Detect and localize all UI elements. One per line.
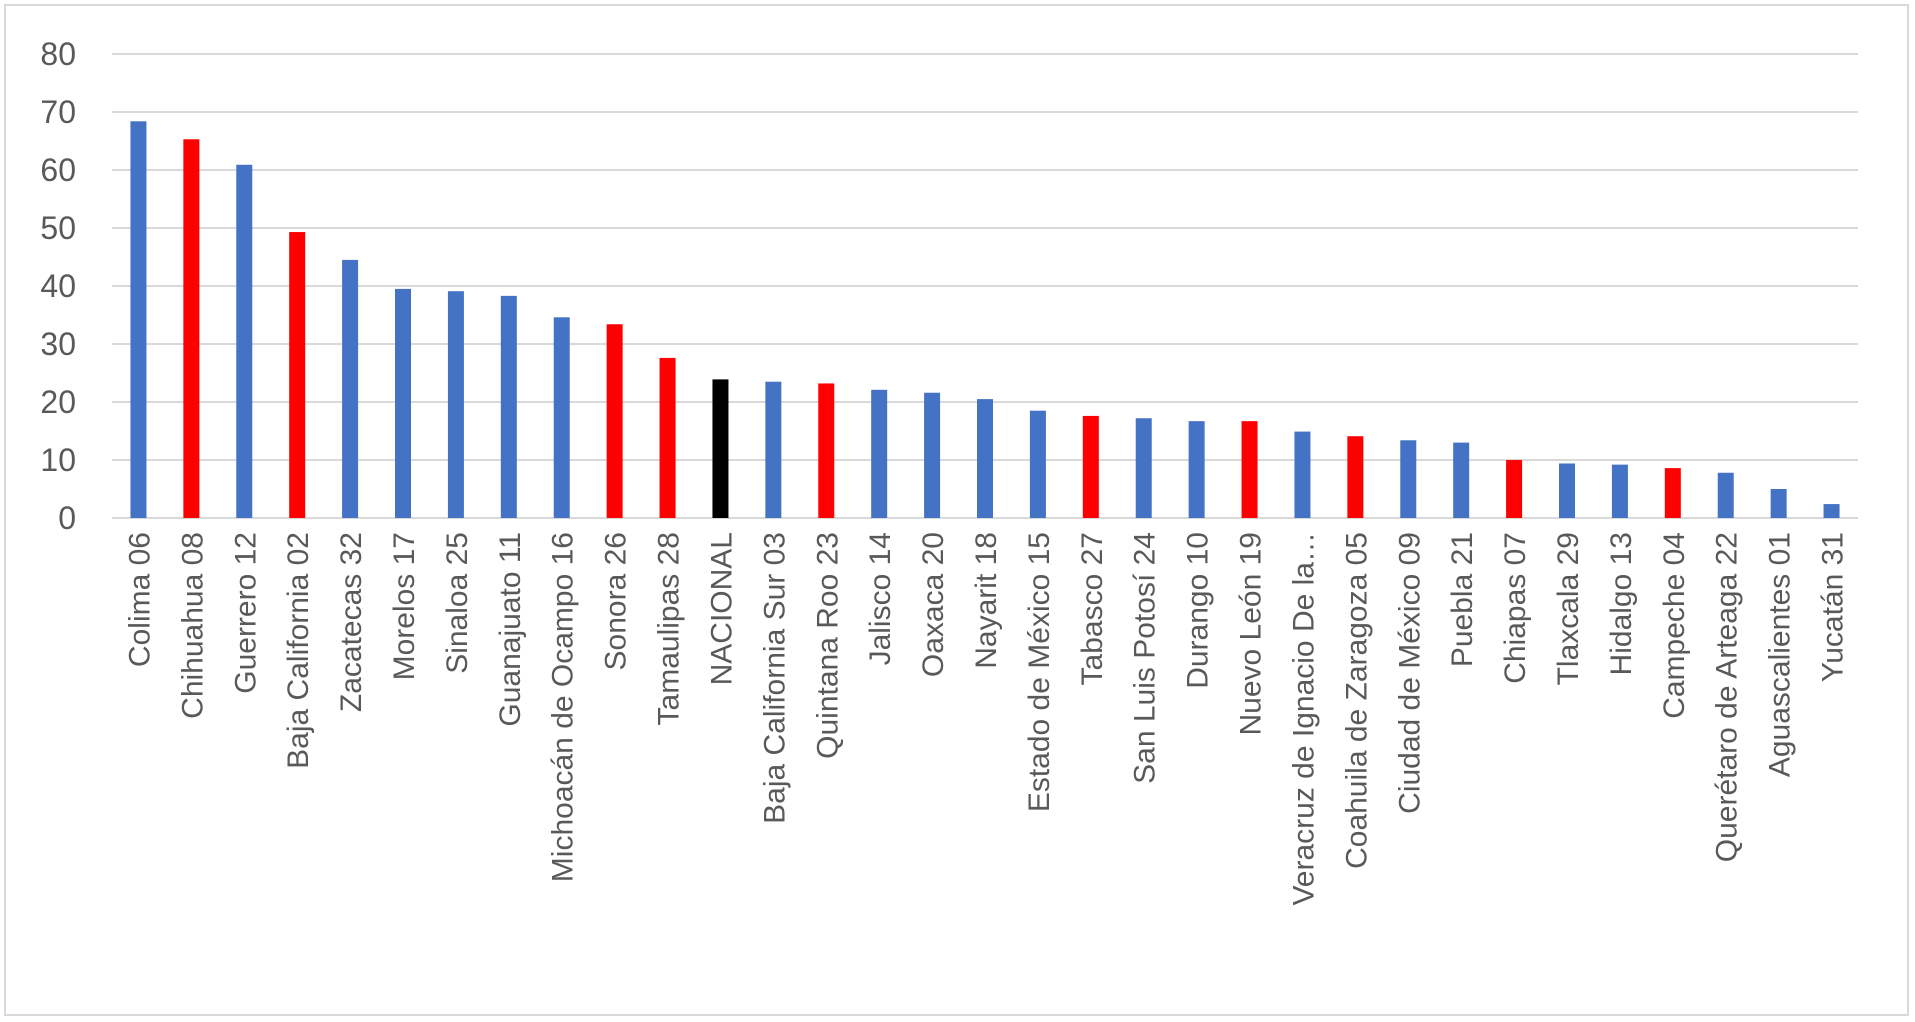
x-category-label: Chiapas 07: [1499, 532, 1532, 684]
bar: [1717, 472, 1734, 518]
x-category-label: Yucatán 31: [1817, 532, 1850, 682]
x-category-label: Baja California 02: [282, 532, 315, 769]
y-tick-label: 40: [40, 268, 76, 304]
bar: [500, 295, 517, 518]
y-tick-label: 70: [40, 94, 76, 130]
bar: [289, 232, 306, 518]
x-category-label: Tlaxcala 29: [1552, 532, 1585, 685]
y-axis-tick-labels: 0 10 20 30 40 50 60 70 80: [40, 36, 76, 536]
bar: [1823, 504, 1840, 518]
x-category-label: Guanajuato 11: [494, 532, 527, 727]
bars: [130, 121, 1840, 518]
x-axis-category-labels: Colima 06 Chihuahua 08 Guerrero 12 Baja Cal…: [123, 532, 1849, 906]
bar: [395, 288, 411, 518]
bar: [1135, 418, 1152, 518]
x-category-label: NACIONAL: [705, 532, 738, 685]
x-category-label: Puebla 21: [1446, 532, 1479, 667]
bar: [818, 383, 835, 518]
x-category-label: Michoacán de Ocampo 16: [547, 532, 580, 882]
bar: [447, 291, 464, 518]
x-category-label: Guerrero 12: [229, 532, 262, 694]
x-category-label: Querétaro de Arteaga 22: [1711, 532, 1744, 862]
bar: [1506, 460, 1523, 518]
x-category-label: Tamaulipas 28: [653, 532, 686, 725]
x-category-label: Tabasco 27: [1076, 532, 1109, 685]
bar: [606, 324, 623, 518]
x-category-label: Hidalgo 13: [1605, 532, 1638, 675]
bar: [977, 399, 993, 518]
x-category-label: Chihuahua 08: [176, 532, 209, 719]
x-category-label: Sonora 26: [600, 532, 633, 670]
bar: [765, 381, 782, 518]
bar: [342, 259, 359, 518]
bar: [130, 121, 147, 518]
x-category-label: Estado de México 15: [1023, 532, 1056, 812]
bar: [1770, 489, 1787, 518]
bar: [236, 164, 253, 518]
y-tick-label: 50: [40, 210, 76, 246]
x-category-label: Baja California Sur 03: [758, 532, 791, 824]
bar: [924, 392, 941, 518]
bar: [1559, 463, 1575, 518]
x-category-label: Aguascalientes 01: [1764, 532, 1797, 777]
x-category-label: Colima 06: [123, 532, 156, 667]
bar: [1611, 464, 1628, 518]
bar: [1453, 442, 1470, 518]
bar: [1082, 415, 1099, 518]
x-category-label: Coahuila de Zaragoza 05: [1340, 532, 1373, 869]
x-category-label: Nuevo León 19: [1235, 532, 1268, 736]
x-category-label: Nayarit 18: [970, 532, 1003, 669]
y-tick-label: 60: [40, 152, 76, 188]
bar: [1241, 421, 1258, 518]
x-category-label: San Luis Potosí 24: [1129, 532, 1162, 784]
x-category-label: Morelos 17: [388, 532, 421, 680]
chart-frame: [4, 4, 1909, 1016]
bar: [1029, 410, 1046, 518]
bar: [183, 139, 200, 518]
bar: [1347, 436, 1364, 518]
y-tick-label: 0: [58, 500, 76, 536]
bar: [871, 389, 888, 518]
bar: [1664, 468, 1681, 518]
x-category-label: Veracruz de Ignacio De la…: [1287, 532, 1320, 906]
x-category-label: Ciudad de México 09: [1393, 532, 1426, 814]
x-category-label: Sinaloa 25: [441, 532, 474, 674]
x-category-label: Quintana Roo 23: [811, 532, 844, 759]
y-tick-label: 10: [40, 442, 76, 478]
x-category-label: Jalisco 14: [864, 532, 897, 665]
x-category-label: Zacatecas 32: [335, 532, 368, 712]
bar: [1188, 421, 1205, 518]
x-category-label: Campeche 04: [1658, 532, 1691, 719]
y-tick-label: 30: [40, 326, 76, 362]
x-category-label: Durango 10: [1182, 532, 1215, 689]
y-tick-label: 80: [40, 36, 76, 72]
x-category-label: Oaxaca 20: [917, 532, 950, 677]
bar: [1294, 431, 1311, 518]
bar: [1400, 440, 1417, 518]
bar: [712, 379, 729, 518]
bar: [659, 357, 676, 518]
y-tick-label: 20: [40, 384, 76, 420]
bar: [553, 317, 570, 518]
